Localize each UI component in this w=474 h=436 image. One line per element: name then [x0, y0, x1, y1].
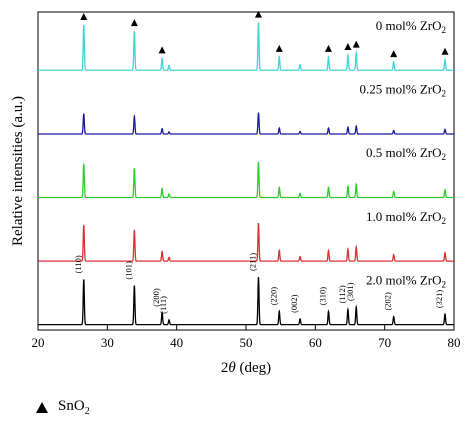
- hkl-label-0: (110): [73, 255, 83, 273]
- sno2-marker-9: [352, 40, 360, 48]
- triangle-marker-icon: [36, 402, 48, 413]
- series-label-3: 1.0 mol% ZrO2: [366, 209, 446, 226]
- series-line-2: [38, 161, 454, 199]
- hkl-label-9: (301): [345, 282, 355, 301]
- sno2-marker-0: [80, 12, 88, 20]
- x-axis-label: 2θ (deg): [221, 360, 271, 376]
- series-3: 1.0 mol% ZrO2: [38, 209, 454, 262]
- hkl-label-1: (101): [123, 261, 133, 280]
- series-0: 0 mol% ZrO2: [38, 10, 454, 71]
- x-tick-label-70: 70: [378, 335, 391, 350]
- hkl-label-3: (111): [158, 296, 168, 314]
- x-tick-label-80: 80: [448, 335, 461, 350]
- series-line-3: [38, 222, 454, 262]
- series-label-0: 0 mol% ZrO2: [376, 18, 446, 35]
- sno2-marker-5: [275, 44, 283, 52]
- series-2: 0.5 mol% ZrO2: [38, 145, 454, 199]
- sno2-marker-2: [158, 46, 166, 54]
- hkl-label-4: (211): [247, 253, 257, 271]
- legend: SnO2: [36, 398, 90, 417]
- hkl-label-2: (200): [151, 288, 161, 307]
- x-tick-label-20: 20: [32, 335, 45, 350]
- hkl-label-7: (310): [318, 287, 328, 306]
- x-tick-label-60: 60: [309, 335, 322, 350]
- x-tick-label-50: 50: [240, 335, 253, 350]
- series-1: 0.25 mol% ZrO2: [38, 82, 454, 135]
- series-label-1: 0.25 mol% ZrO2: [360, 82, 446, 99]
- hkl-label-10: (202): [383, 292, 393, 311]
- hkl-label-11: (321): [434, 290, 444, 309]
- hkl-label-8: (112): [337, 285, 347, 303]
- legend-label: SnO2: [58, 398, 90, 417]
- sno2-marker-8: [344, 42, 352, 50]
- series-line-1: [38, 112, 454, 135]
- series-4: (110) (101) (200)(111) (211) (220) (002) (310)…: [38, 253, 454, 326]
- x-tick-label-40: 40: [170, 335, 183, 350]
- y-axis-label: Relative intensities (a.u.): [10, 96, 26, 246]
- sno2-marker-1: [130, 19, 138, 27]
- series-line-0: [38, 22, 454, 71]
- hkl-label-6: (002): [289, 294, 299, 313]
- series-line-4: [38, 276, 454, 326]
- sno2-marker-11: [441, 47, 449, 55]
- sno2-marker-4: [254, 10, 262, 18]
- hkl-label-5: (220): [268, 287, 278, 306]
- series-label-2: 0.5 mol% ZrO2: [366, 145, 446, 162]
- x-tick-label-30: 30: [101, 335, 114, 350]
- sno2-marker-10: [390, 50, 398, 58]
- sno2-marker-7: [325, 44, 333, 52]
- series-label-4: 2.0 mol% ZrO2: [366, 272, 446, 289]
